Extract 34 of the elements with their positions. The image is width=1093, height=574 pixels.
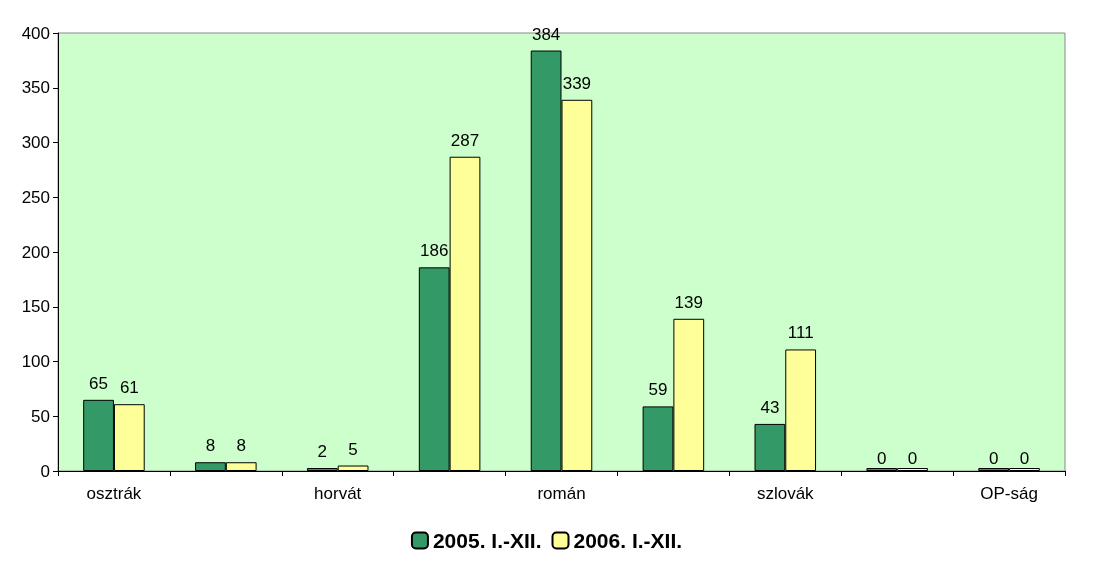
data-label: 139 xyxy=(674,292,703,312)
data-label: 0 xyxy=(1019,449,1030,468)
data-label: 384 xyxy=(531,24,561,44)
data-label: 61 xyxy=(119,378,139,398)
data-label: 0 xyxy=(988,449,999,468)
y-tick-label: 350 xyxy=(21,78,50,98)
x-tick-label: román xyxy=(537,484,586,503)
legend-label: 2006. I.-XII. xyxy=(573,529,683,552)
y-tick-label: 0 xyxy=(40,461,50,481)
y-tick-label: 200 xyxy=(21,242,50,262)
y-tick-label: 400 xyxy=(21,23,50,43)
data-label: 59 xyxy=(648,380,668,400)
data-label: 8 xyxy=(205,436,216,456)
data-label: 287 xyxy=(450,130,480,150)
data-label: 43 xyxy=(760,397,780,417)
y-tick-label: 150 xyxy=(21,297,50,317)
x-tick-label: szlovák xyxy=(756,484,815,503)
data-label: 339 xyxy=(562,73,592,93)
data-label: 0 xyxy=(907,449,918,468)
x-tick-label: osztrák xyxy=(86,484,142,503)
data-label: 5 xyxy=(348,439,358,459)
data-label: 2 xyxy=(317,442,328,461)
data-label: 186 xyxy=(420,241,449,261)
x-tick-label: OP-ság xyxy=(980,484,1038,503)
y-tick-label: 50 xyxy=(31,406,50,426)
x-tick-label: horvát xyxy=(314,484,362,503)
data-label: 111 xyxy=(787,323,814,343)
legend-label: 2005. I.-XII. xyxy=(432,529,542,552)
y-tick-label: 300 xyxy=(21,133,50,152)
data-label: 65 xyxy=(89,373,109,393)
data-label: 8 xyxy=(236,436,246,456)
y-tick-label: 250 xyxy=(21,187,50,207)
y-tick-label: 100 xyxy=(21,352,50,371)
data-label: 0 xyxy=(877,449,887,468)
